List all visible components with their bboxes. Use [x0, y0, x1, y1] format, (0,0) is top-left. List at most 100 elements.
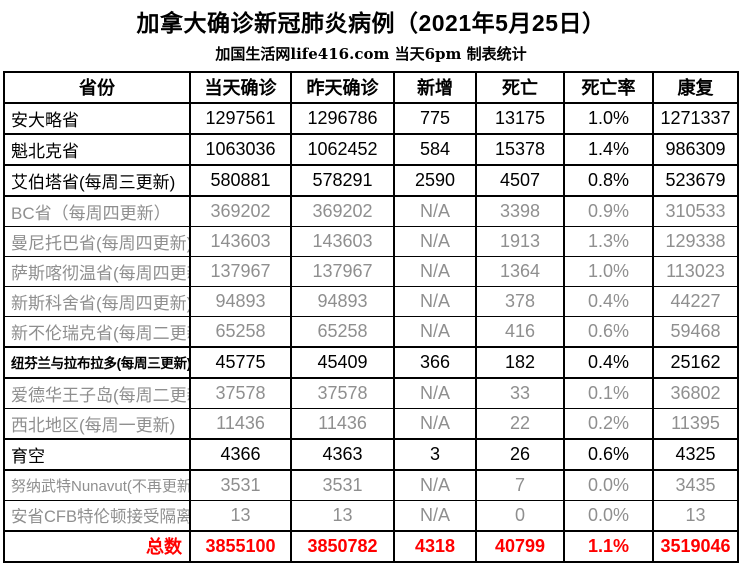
total-recovered: 3519046: [652, 529, 739, 563]
header-recovered: 康复: [652, 70, 739, 104]
cell-yesterday: 143603: [290, 225, 395, 257]
cell-today: 143603: [189, 225, 292, 257]
table-row: 爱德华王子岛(每周二更新) 37578 37578 N/A 33 0.1% 36…: [3, 377, 739, 409]
cell-today: 65258: [189, 315, 292, 348]
cell-today: 45775: [189, 345, 292, 379]
cell-today: 137967: [189, 255, 292, 287]
table-total-row: 总数 3855100 3850782 4318 40799 1.1% 35190…: [3, 529, 739, 563]
cell-province: 安省CFB特伦顿接受隔离: [3, 499, 191, 532]
cell-new-cases: N/A: [393, 377, 477, 409]
cell-deaths: 26: [475, 437, 565, 471]
table-row: 艾伯塔省(每周三更新) 580881 578291 2590 4507 0.8%…: [3, 163, 739, 197]
cell-yesterday: 65258: [290, 315, 395, 348]
cell-recovered: 13: [652, 499, 739, 532]
header-new-cases: 新增: [393, 70, 477, 104]
header-province: 省份: [3, 70, 191, 104]
cell-yesterday: 4363: [290, 437, 395, 471]
cell-death-rate: 1.0%: [563, 101, 654, 135]
cell-recovered: 59468: [652, 315, 739, 348]
cell-new-cases: 584: [393, 132, 477, 166]
cell-recovered: 310533: [652, 195, 739, 227]
cell-new-cases: N/A: [393, 407, 477, 440]
cell-deaths: 3398: [475, 195, 565, 227]
cell-new-cases: 366: [393, 345, 477, 379]
cell-deaths: 22: [475, 407, 565, 440]
cell-yesterday: 37578: [290, 377, 395, 409]
cell-yesterday: 45409: [290, 345, 395, 379]
cell-death-rate: 1.3%: [563, 225, 654, 257]
cell-province: 曼尼托巴省(每周四更新): [3, 225, 191, 257]
table-row: 育空 4366 4363 3 26 0.6% 4325: [3, 437, 739, 471]
header-deaths: 死亡: [475, 70, 565, 104]
cell-province: 育空: [3, 437, 191, 471]
cell-province: 艾伯塔省(每周三更新): [3, 163, 191, 197]
cell-deaths: 1913: [475, 225, 565, 257]
table-row: 新斯科舍省(每周四更新) 94893 94893 N/A 378 0.4% 44…: [3, 285, 739, 317]
cell-province: 魁北克省: [3, 132, 191, 166]
cell-yesterday: 94893: [290, 285, 395, 317]
covid-stats-table: 省份 当天确诊 昨天确诊 新增 死亡 死亡率 康复 安大略省 1297561 1…: [3, 70, 739, 563]
header-death-rate: 死亡率: [563, 70, 654, 104]
cell-today: 1063036: [189, 132, 292, 166]
table-row: 萨斯喀彻温省(每周四更新) 137967 137967 N/A 1364 1.0…: [3, 255, 739, 287]
cell-new-cases: 3: [393, 437, 477, 471]
table-row: 努纳武特Nunavut(不再更新) 3531 3531 N/A 7 0.0% 3…: [3, 469, 739, 501]
cell-recovered: 523679: [652, 163, 739, 197]
cell-deaths: 7: [475, 469, 565, 501]
table-row: 曼尼托巴省(每周四更新) 143603 143603 N/A 1913 1.3%…: [3, 225, 739, 257]
cell-new-cases: 775: [393, 101, 477, 135]
cell-new-cases: N/A: [393, 499, 477, 532]
cell-recovered: 986309: [652, 132, 739, 166]
cell-new-cases: N/A: [393, 195, 477, 227]
cell-yesterday: 11436: [290, 407, 395, 440]
cell-yesterday: 137967: [290, 255, 395, 287]
header-yesterday-confirmed: 昨天确诊: [290, 70, 395, 104]
cell-yesterday: 369202: [290, 195, 395, 227]
cell-province: 努纳武特Nunavut(不再更新): [3, 469, 191, 501]
cell-death-rate: 0.6%: [563, 315, 654, 348]
cell-today: 94893: [189, 285, 292, 317]
cell-today: 3531: [189, 469, 292, 501]
cell-yesterday: 13: [290, 499, 395, 532]
cell-new-cases: 2590: [393, 163, 477, 197]
cell-new-cases: N/A: [393, 285, 477, 317]
cell-today: 4366: [189, 437, 292, 471]
total-yesterday: 3850782: [290, 529, 395, 563]
total-death-rate: 1.1%: [563, 529, 654, 563]
cell-province: 西北地区(每周一更新): [3, 407, 191, 440]
cell-deaths: 1364: [475, 255, 565, 287]
cell-death-rate: 0.1%: [563, 377, 654, 409]
total-today: 3855100: [189, 529, 292, 563]
cell-new-cases: N/A: [393, 255, 477, 287]
cell-today: 37578: [189, 377, 292, 409]
cell-province: 新斯科舍省(每周四更新): [3, 285, 191, 317]
cell-recovered: 25162: [652, 345, 739, 379]
cell-province: 萨斯喀彻温省(每周四更新): [3, 255, 191, 287]
cell-yesterday: 578291: [290, 163, 395, 197]
cell-deaths: 33: [475, 377, 565, 409]
cell-yesterday: 3531: [290, 469, 395, 501]
table-row: 安省CFB特伦顿接受隔离 13 13 N/A 0 0.0% 13: [3, 499, 739, 532]
header-today-confirmed: 当天确诊: [189, 70, 292, 104]
cell-recovered: 129338: [652, 225, 739, 257]
total-new-cases: 4318: [393, 529, 477, 563]
cell-deaths: 13175: [475, 101, 565, 135]
cell-yesterday: 1062452: [290, 132, 395, 166]
cell-new-cases: N/A: [393, 315, 477, 348]
cell-death-rate: 0.0%: [563, 499, 654, 532]
cell-death-rate: 1.4%: [563, 132, 654, 166]
cell-death-rate: 0.4%: [563, 345, 654, 379]
cell-deaths: 0: [475, 499, 565, 532]
cell-death-rate: 1.0%: [563, 255, 654, 287]
cell-today: 580881: [189, 163, 292, 197]
cell-recovered: 44227: [652, 285, 739, 317]
cell-death-rate: 0.2%: [563, 407, 654, 440]
cell-province: 新不伦瑞克省(每周二更新): [3, 315, 191, 348]
cell-deaths: 416: [475, 315, 565, 348]
page-subtitle: 加国生活网life416.com 当天6pm 制表统计: [215, 44, 527, 63]
cell-deaths: 15378: [475, 132, 565, 166]
cell-recovered: 36802: [652, 377, 739, 409]
cell-deaths: 378: [475, 285, 565, 317]
cell-province: BC省（每周四更新）: [3, 195, 191, 227]
